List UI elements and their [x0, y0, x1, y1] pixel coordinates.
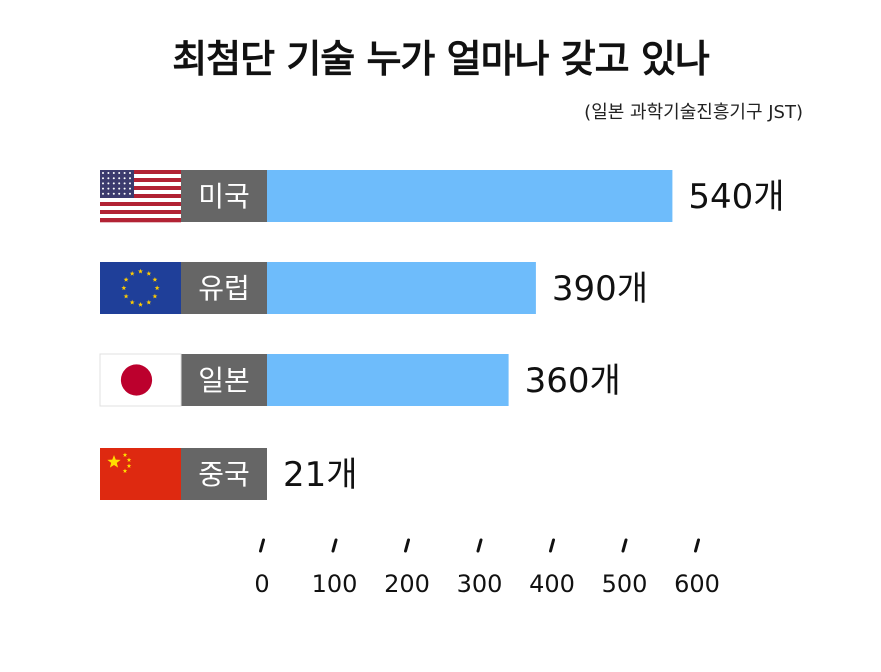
x-tick-label: 600: [674, 570, 720, 598]
chart-title: 최첨단 기술 누가 얼마나 갖고 있나: [172, 37, 710, 81]
chart-subtitle: (일본 과학기술진흥기구 JST): [584, 102, 803, 123]
us-flag-icon: [100, 170, 181, 223]
value-label: 540개: [688, 177, 784, 217]
x-tick-label: 100: [312, 570, 358, 598]
category-label: 일본: [198, 364, 250, 397]
category-label: 유럽: [198, 272, 250, 305]
x-tick: [331, 538, 338, 553]
value-label: 21개: [283, 455, 358, 495]
category-label-box: [181, 170, 267, 222]
x-tick: [621, 538, 628, 553]
x-tick-label: 300: [457, 570, 503, 598]
value-label: 360개: [525, 361, 621, 401]
japan-flag-icon: [99, 353, 182, 407]
category-label: 중국: [198, 458, 250, 491]
x-tick-label: 200: [384, 570, 430, 598]
x-tick-label: 0: [254, 570, 269, 598]
x-tick-label: 400: [529, 570, 575, 598]
eu-flag-icon: [100, 262, 181, 314]
category-label-box: [181, 262, 267, 314]
x-tick: [476, 538, 483, 553]
china-flag-icon: [100, 448, 181, 500]
x-tick: [694, 538, 700, 553]
x-tick: [404, 538, 410, 553]
category-label: 미국: [198, 180, 250, 213]
x-tick-label: 500: [602, 570, 648, 598]
category-label-box: [181, 354, 267, 406]
x-tick: [549, 538, 555, 553]
value-label: 390개: [552, 269, 648, 309]
x-tick: [259, 538, 265, 553]
category-label-box: [181, 448, 267, 500]
